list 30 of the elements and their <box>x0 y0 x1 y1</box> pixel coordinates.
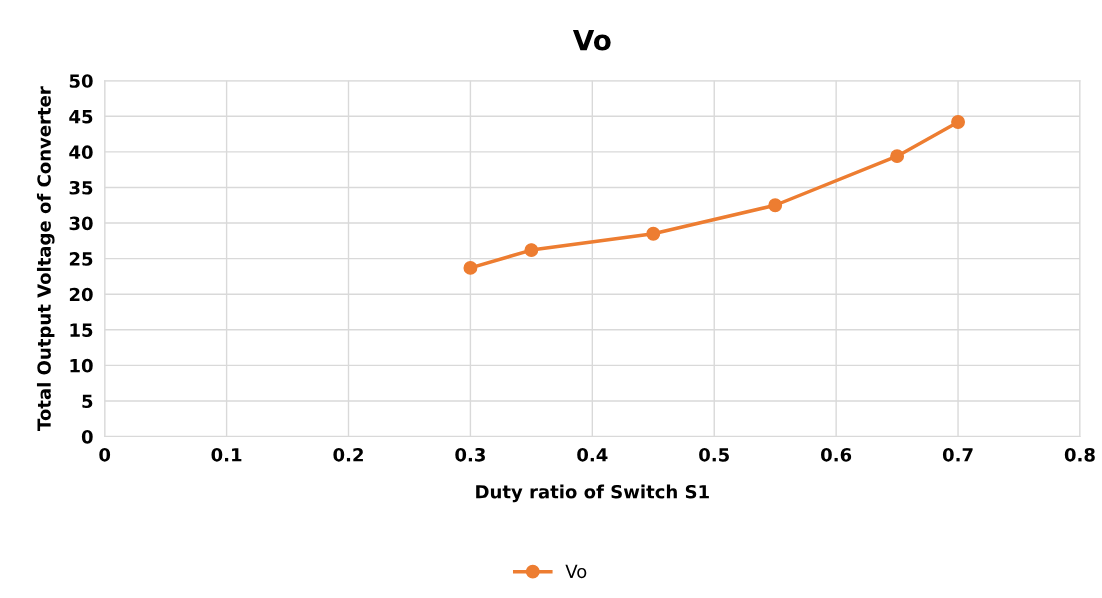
y-tick-label: 45 <box>69 110 93 124</box>
x-tick-label: 0.3 <box>455 447 485 462</box>
point <box>890 149 905 164</box>
y-tick-label: 35 <box>69 180 93 195</box>
x-tick-label: 0.7 <box>942 447 973 462</box>
y-tick-label: 5 <box>82 394 93 409</box>
x-tick-label: 0.2 <box>333 447 363 462</box>
x-tick-label: 0.1 <box>211 447 242 462</box>
y-tick-label: 10 <box>70 358 93 373</box>
x-tick-label: 0.5 <box>699 447 729 462</box>
x-tick-label: 0.6 <box>821 447 852 462</box>
x-axis-title: Duty ratio of Switch S1 <box>476 484 709 503</box>
x-tick-label: 0.4 <box>577 447 608 462</box>
point <box>646 226 661 241</box>
x-tick-label: 0.8 <box>1064 447 1095 462</box>
point <box>951 115 965 129</box>
x-tick-label: 0 <box>99 447 111 462</box>
point <box>768 198 783 213</box>
y-tick-label: 40 <box>69 145 93 160</box>
y-tick-label: 0 <box>81 430 93 444</box>
y-tick-label: 25 <box>69 252 93 266</box>
y-tick-label: 20 <box>69 287 93 302</box>
point <box>463 260 478 275</box>
point <box>524 243 539 258</box>
y-axis-title: Total Output Voltage of Converter <box>36 86 55 431</box>
chart-title: Vo <box>572 29 611 51</box>
y-tick-label: 15 <box>70 323 93 337</box>
y-tick-label: 50 <box>69 74 93 88</box>
legend-label: Vo <box>565 564 587 579</box>
y-tick-label: 30 <box>69 216 93 231</box>
